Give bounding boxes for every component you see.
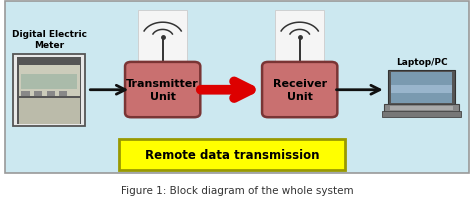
Bar xyxy=(46,91,55,97)
Text: Receiver
Unit: Receiver Unit xyxy=(273,78,327,102)
Bar xyxy=(17,58,82,124)
FancyBboxPatch shape xyxy=(275,11,324,64)
Bar xyxy=(59,91,67,97)
Bar xyxy=(383,111,461,118)
Bar xyxy=(391,85,452,94)
Text: Laptop/PC: Laptop/PC xyxy=(396,57,447,66)
Bar xyxy=(18,98,80,124)
FancyBboxPatch shape xyxy=(13,55,85,127)
Bar xyxy=(21,75,77,89)
Bar xyxy=(384,105,459,112)
Text: Remote data transmission: Remote data transmission xyxy=(145,148,319,161)
Bar xyxy=(390,107,453,111)
Bar xyxy=(18,65,80,96)
Text: Digital Electric
Meter: Digital Electric Meter xyxy=(11,30,87,49)
Bar xyxy=(388,70,456,106)
Bar xyxy=(21,91,30,97)
Bar xyxy=(391,73,452,104)
FancyBboxPatch shape xyxy=(125,63,201,118)
Text: Transmitter
Unit: Transmitter Unit xyxy=(126,78,199,102)
FancyBboxPatch shape xyxy=(138,11,187,64)
Text: Figure 1: Block diagram of the whole system: Figure 1: Block diagram of the whole sys… xyxy=(121,185,353,195)
Bar xyxy=(34,91,42,97)
FancyBboxPatch shape xyxy=(262,63,337,118)
FancyBboxPatch shape xyxy=(5,2,469,173)
FancyBboxPatch shape xyxy=(119,139,345,170)
